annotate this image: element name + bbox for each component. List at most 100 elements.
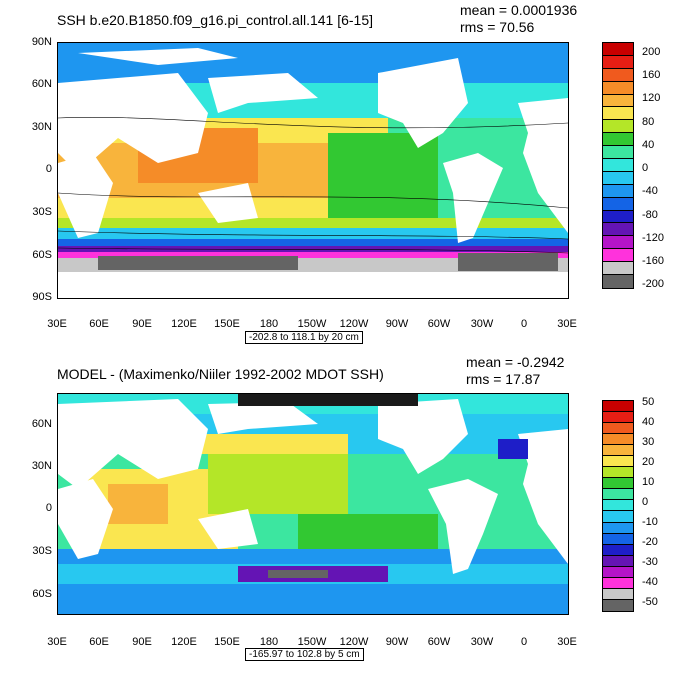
colorbar-box bbox=[603, 412, 633, 424]
colorbar-box bbox=[603, 197, 633, 211]
colorbar-box bbox=[603, 275, 633, 288]
colorbar bbox=[602, 42, 634, 289]
lon-label: 120E bbox=[171, 318, 197, 330]
colorbar-box bbox=[603, 511, 633, 523]
colorbar-box bbox=[603, 478, 633, 490]
lon-label: 90E bbox=[132, 636, 152, 648]
panel-title: MODEL - (Maximenko/Niiler 1992-2002 MDOT… bbox=[57, 366, 384, 382]
lon-label: 150E bbox=[214, 318, 240, 330]
colorbar-box bbox=[603, 588, 633, 600]
lat-label: 30S bbox=[32, 206, 52, 218]
colorbar-label: 40 bbox=[642, 139, 655, 151]
lat-label: 30N bbox=[31, 460, 52, 472]
ssh-map bbox=[57, 42, 569, 299]
colorbar-box bbox=[603, 456, 633, 468]
colorbar-box bbox=[603, 434, 633, 446]
colorbar-label: -20 bbox=[642, 536, 658, 548]
mean-value: mean = -0.2942 bbox=[466, 354, 565, 370]
lon-label: 90E bbox=[132, 318, 152, 330]
lon-label: 120E bbox=[171, 636, 197, 648]
difference-map bbox=[57, 393, 569, 615]
lon-label: 180 bbox=[259, 636, 279, 648]
ssh-panel: SSH b.e20.B1850.f09_g16.pi_control.all.1… bbox=[0, 0, 700, 345]
colorbar-box bbox=[603, 236, 633, 250]
lat-label: 30N bbox=[31, 121, 52, 133]
colorbar-box bbox=[603, 467, 633, 479]
colorbar-label: -10 bbox=[642, 516, 658, 528]
lat-label: 60N bbox=[31, 418, 52, 430]
colorbar-box bbox=[603, 107, 633, 121]
lon-label: 60W bbox=[427, 636, 451, 648]
lon-label: 150W bbox=[297, 318, 327, 330]
colorbar-box bbox=[603, 210, 633, 224]
lon-label: 60W bbox=[427, 318, 451, 330]
lat-label: 60S bbox=[32, 588, 52, 600]
colorbar-label: 0 bbox=[642, 496, 649, 508]
colorbar-label: -40 bbox=[642, 185, 658, 197]
lon-label: 90W bbox=[385, 636, 409, 648]
colorbar-label: 160 bbox=[642, 69, 661, 81]
colorbar-box bbox=[603, 500, 633, 512]
colorbar-box bbox=[603, 599, 633, 611]
colorbar-box bbox=[603, 43, 633, 56]
lon-label: 30E bbox=[557, 318, 577, 330]
lat-label: 60N bbox=[31, 78, 52, 90]
colorbar-box bbox=[603, 94, 633, 108]
contour-info: -202.8 to 118.1 by 20 cm bbox=[245, 331, 363, 344]
colorbar-label: 40 bbox=[642, 416, 655, 428]
colorbar-label: -200 bbox=[642, 278, 665, 290]
lat-label: 90N bbox=[31, 36, 52, 48]
colorbar-box bbox=[603, 544, 633, 556]
colorbar-box bbox=[603, 555, 633, 567]
lon-label: 0 bbox=[520, 636, 528, 648]
colorbar-label: -160 bbox=[642, 255, 665, 267]
lon-label: 30W bbox=[470, 636, 494, 648]
colorbar-label: -50 bbox=[642, 596, 658, 608]
colorbar-label: -30 bbox=[642, 556, 658, 568]
lon-label: 60E bbox=[89, 318, 109, 330]
lon-label: 120W bbox=[339, 636, 369, 648]
colorbar-box bbox=[603, 159, 633, 172]
colorbar-box bbox=[603, 262, 633, 276]
lat-label: 30S bbox=[32, 545, 52, 557]
rms-value: rms = 17.87 bbox=[466, 371, 541, 387]
colorbar bbox=[602, 400, 634, 612]
lat-label: 0 bbox=[45, 163, 52, 175]
colorbar-label: -40 bbox=[642, 576, 658, 588]
difference-panel: MODEL - (Maximenko/Niiler 1992-2002 MDOT… bbox=[0, 350, 700, 700]
colorbar-box bbox=[603, 146, 633, 160]
contour-info: -165.97 to 102.8 by 5 cm bbox=[245, 648, 364, 661]
colorbar-box bbox=[603, 522, 633, 534]
lon-label: 30W bbox=[470, 318, 494, 330]
colorbar-label: 0 bbox=[642, 162, 649, 174]
colorbar-box bbox=[603, 423, 633, 435]
lat-label: 0 bbox=[45, 502, 52, 514]
lon-label: 150W bbox=[297, 636, 327, 648]
rms-value: rms = 70.56 bbox=[460, 19, 535, 35]
colorbar-box bbox=[603, 445, 633, 457]
lon-label: 90W bbox=[385, 318, 409, 330]
mean-value: mean = 0.0001936 bbox=[460, 2, 578, 18]
colorbar-box bbox=[603, 133, 633, 147]
lon-label: 120W bbox=[339, 318, 369, 330]
lat-label: 90S bbox=[32, 291, 52, 303]
lat-label: 60S bbox=[32, 249, 52, 261]
colorbar-label: -120 bbox=[642, 232, 665, 244]
colorbar-label: 20 bbox=[642, 456, 655, 468]
lon-label: 180 bbox=[259, 318, 279, 330]
colorbar-box bbox=[603, 489, 633, 501]
colorbar-label: 10 bbox=[642, 476, 655, 488]
colorbar-box bbox=[603, 81, 633, 95]
colorbar-box bbox=[603, 533, 633, 545]
colorbar-box bbox=[603, 120, 633, 134]
colorbar-box bbox=[603, 55, 633, 69]
colorbar-box bbox=[603, 401, 633, 413]
colorbar-label: 80 bbox=[642, 116, 655, 128]
colorbar-box bbox=[603, 249, 633, 263]
colorbar-box bbox=[603, 577, 633, 589]
lon-label: 30E bbox=[557, 636, 577, 648]
panel-title: SSH b.e20.B1850.f09_g16.pi_control.all.1… bbox=[57, 12, 374, 28]
lon-label: 30E bbox=[47, 318, 67, 330]
colorbar-box bbox=[603, 566, 633, 578]
lon-label: 60E bbox=[89, 636, 109, 648]
